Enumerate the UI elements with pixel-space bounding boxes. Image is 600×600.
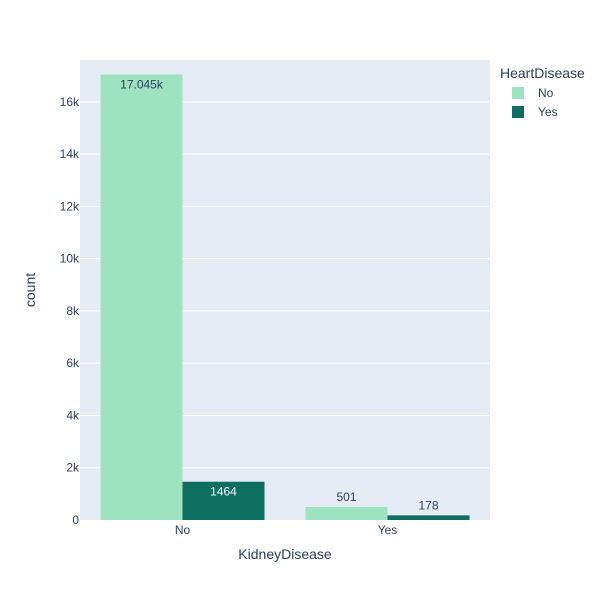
y-tick-label: 10k	[60, 252, 80, 266]
legend-item-yes: Yes	[538, 105, 558, 119]
x-axis-ticks: No Yes	[175, 523, 397, 537]
y-tick-label: 6k	[66, 356, 80, 370]
x-tick-label: Yes	[378, 523, 398, 537]
bars: 17.045k 501 1464 178	[100, 74, 470, 521]
bar-no-no	[100, 74, 183, 521]
legend-swatch-no	[512, 87, 524, 99]
legend-swatch-yes	[512, 106, 524, 118]
bar-data-label: 501	[336, 490, 356, 504]
bar-yes-yes	[387, 515, 470, 520]
bar-data-label: 17.045k	[120, 78, 164, 92]
bar-no-yes	[305, 506, 388, 520]
y-axis-ticks: 0 2k 4k 6k 8k 10k 12k 14k 16k	[60, 95, 80, 527]
y-tick-label: 12k	[60, 199, 80, 213]
legend-item-no: No	[538, 86, 554, 100]
y-tick-label: 14k	[60, 147, 80, 161]
y-tick-label: 8k	[66, 304, 80, 318]
y-tick-label: 4k	[66, 408, 80, 422]
legend-title: HeartDisease	[500, 65, 585, 81]
bar-yes-no	[182, 481, 265, 520]
y-tick-label: 2k	[66, 461, 80, 475]
bar-data-label: 1464	[210, 485, 237, 499]
legend: HeartDisease No Yes	[500, 65, 585, 119]
y-tick-label: 0	[72, 513, 79, 527]
bar-data-label: 178	[418, 498, 438, 512]
y-axis-title: count	[22, 273, 38, 307]
x-tick-label: No	[175, 523, 191, 537]
x-axis-title: KidneyDisease	[238, 546, 332, 562]
y-tick-label: 16k	[60, 95, 80, 109]
